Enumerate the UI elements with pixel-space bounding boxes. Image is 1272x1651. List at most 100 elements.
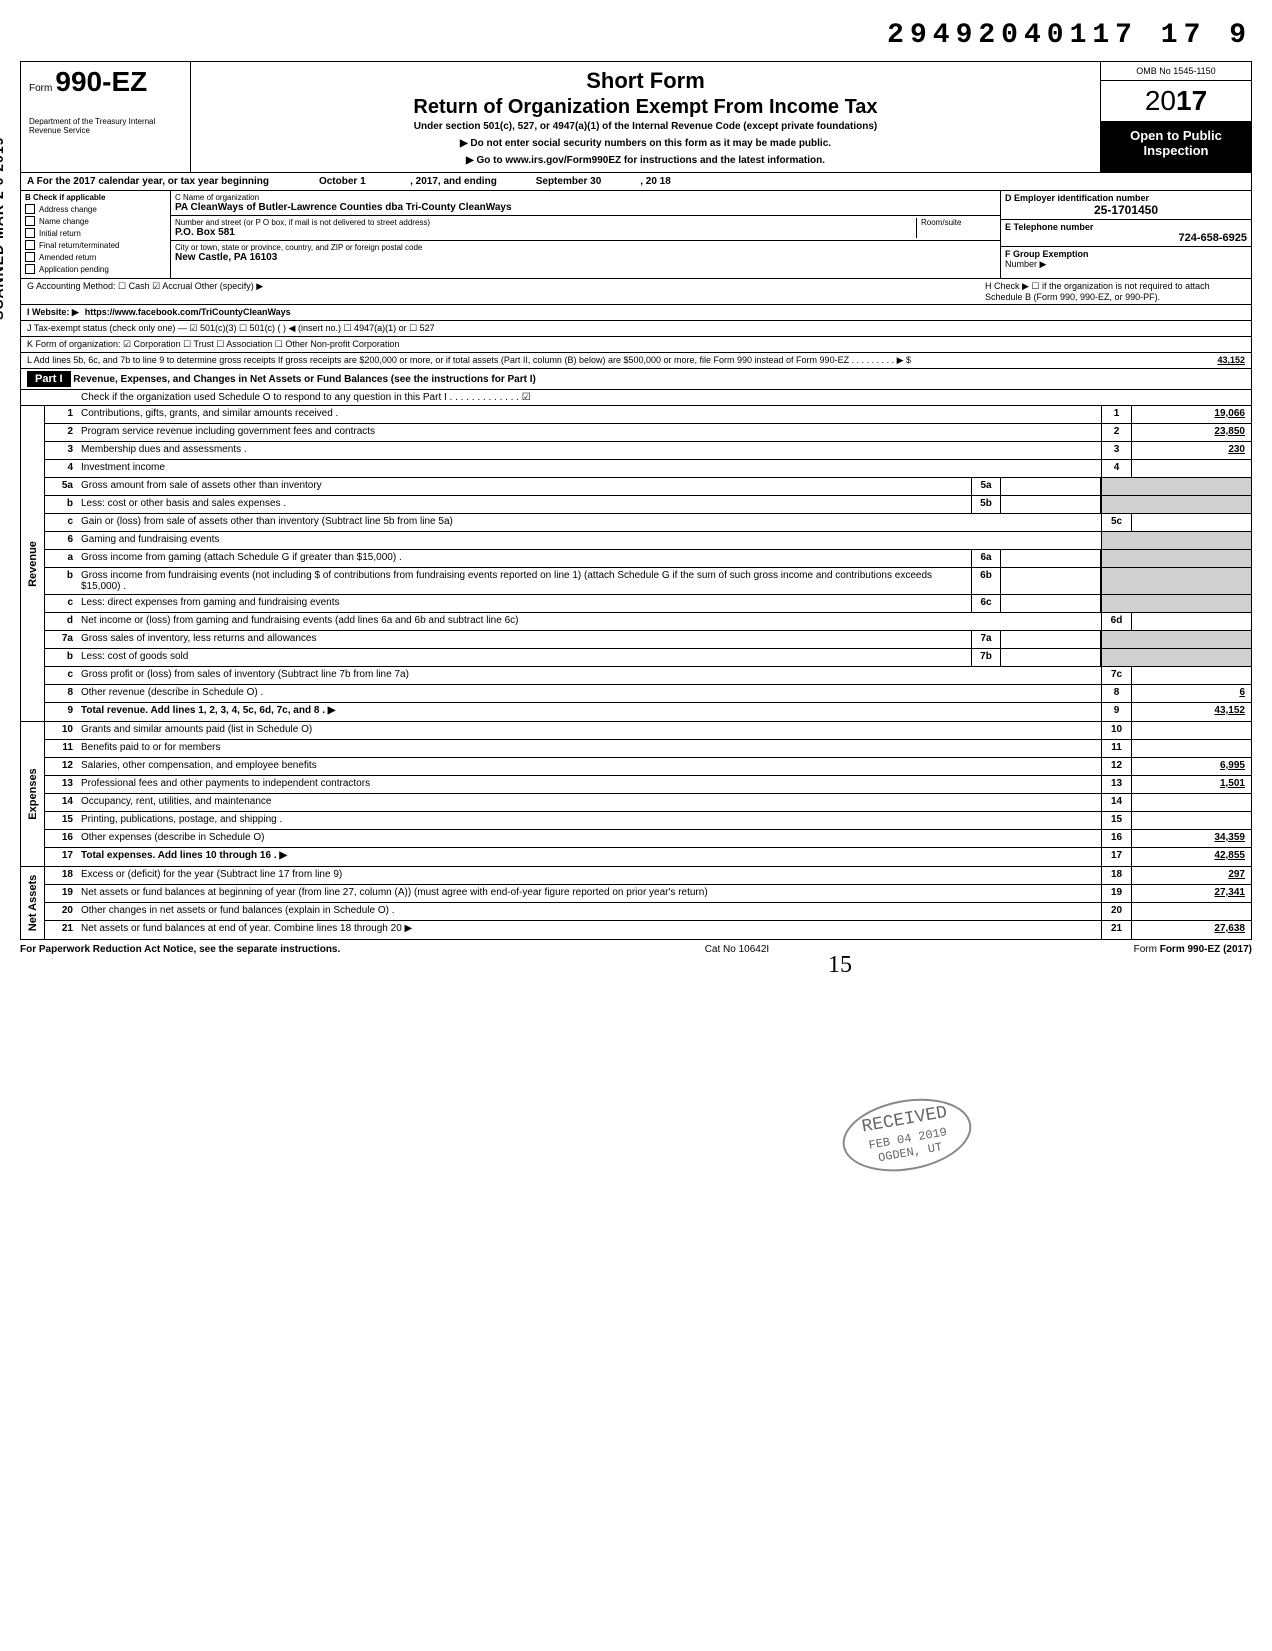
line-desc: Net assets or fund balances at beginning… [77,885,1101,902]
cb-name[interactable]: Name change [25,216,166,226]
line-num: 21 [45,921,77,939]
cb-final[interactable]: Final return/terminated [25,240,166,250]
revenue-label-text: Revenue [27,541,39,587]
phone-label: E Telephone number [1005,222,1247,232]
line-num: b [45,649,77,666]
line-value [1131,613,1251,630]
main-title: Return of Organization Exempt From Incom… [197,96,1094,119]
line-num: b [45,568,77,594]
form-number: 990-EZ [55,66,147,97]
line-desc: Gross income from gaming (attach Schedul… [77,550,971,567]
cb-pending[interactable]: Application pending [25,264,166,274]
footer-mid: Cat No 10642I [705,944,770,955]
org-name-value: PA CleanWays of Butler-Lawrence Counties… [175,202,996,213]
inner-box-val [1001,568,1101,594]
line-box-num: 15 [1101,812,1131,829]
line-row: 1Contributions, gifts, grants, and simil… [45,406,1251,424]
line-desc: Total revenue. Add lines 1, 2, 3, 4, 5c,… [77,703,1101,721]
org-name-label: C Name of organization [175,193,996,202]
line-value [1131,812,1251,829]
addr-value: P.O. Box 581 [175,227,916,238]
handwritten-page: 15 [828,952,852,979]
ein-value: 25-1701450 [1005,203,1247,217]
row-k: K Form of organization: ☑ Corporation ☐ … [21,337,1251,353]
row-a-begin: October 1 [319,176,366,187]
inner-box-val [1001,478,1101,495]
line-desc: Contributions, gifts, grants, and simila… [77,406,1101,423]
line-num: b [45,496,77,513]
line-num: 6 [45,532,77,549]
expenses-table: Expenses 10Grants and similar amounts pa… [20,722,1252,867]
received-stamp: RECEIVED FEB 04 2019 OGDEN, UT [836,1089,977,1181]
row-i: I Website: ▶ https://www.facebook.com/Tr… [21,305,1251,321]
shaded-gap [1101,550,1251,567]
line-value: 6 [1131,685,1251,702]
netassets-label: Net Assets [21,867,45,939]
shaded-gap [1101,478,1251,495]
line-num: c [45,514,77,531]
row-g-text: G Accounting Method: ☐ Cash ☑ Accrual Ot… [27,281,985,302]
instruction-2: ▶ Go to www.irs.gov/Form990EZ for instru… [197,155,1094,166]
phone-value: 724-658-6925 [1005,232,1247,244]
line-num: 20 [45,903,77,920]
line-row: 20Other changes in net assets or fund ba… [45,903,1251,921]
row-i-value: https://www.facebook.com/TriCountyCleanW… [85,307,291,318]
revenue-lines: 1Contributions, gifts, grants, and simil… [45,406,1251,721]
part1-check: Check if the organization used Schedule … [20,390,1252,406]
row-l: L Add lines 5b, 6c, and 7b to line 9 to … [21,353,1251,368]
revenue-label: Revenue [21,406,45,721]
line-row: 15Printing, publications, postage, and s… [45,812,1251,830]
instruction-1: ▶ Do not enter social security numbers o… [197,138,1094,149]
col-b-label: B Check if applicable [25,193,166,202]
line-row: 18Excess or (deficit) for the year (Subt… [45,867,1251,885]
line-box-num: 2 [1101,424,1131,441]
short-form-title: Short Form [197,68,1094,94]
line-num: 11 [45,740,77,757]
line-box-num: 16 [1101,830,1131,847]
line-desc: Gain or (loss) from sale of assets other… [77,514,1101,531]
inner-box-num: 6b [971,568,1001,594]
group-label2: Number ▶ [1005,259,1247,270]
line-desc: Gross profit or (loss) from sales of inv… [77,667,1101,684]
inner-box-val [1001,649,1101,666]
cb-amended[interactable]: Amended return [25,252,166,262]
inspection: Inspection [1103,143,1249,158]
tax-year: 2017 [1101,81,1251,122]
line-row: 7aGross sales of inventory, less returns… [45,631,1251,649]
line-num: 15 [45,812,77,829]
line-desc: Less: direct expenses from gaming and fu… [77,595,971,612]
line-row: cGross profit or (loss) from sales of in… [45,667,1251,685]
shaded-gap [1101,532,1251,549]
row-a-yr: , 20 18 [640,176,671,187]
line-num: d [45,613,77,630]
line-desc: Investment income [77,460,1101,477]
line-row: 8Other revenue (describe in Schedule O) … [45,685,1251,703]
city-row: City or town, state or province, country… [171,241,1000,265]
cb-initial[interactable]: Initial return [25,228,166,238]
line-value [1131,794,1251,811]
line-row: 17Total expenses. Add lines 10 through 1… [45,848,1251,866]
line-num: a [45,550,77,567]
phone-row: E Telephone number 724-658-6925 [1001,220,1251,247]
line-row: bLess: cost or other basis and sales exp… [45,496,1251,514]
line-value [1131,740,1251,757]
cb-address[interactable]: Address change [25,204,166,214]
suite-label: Room/suite [921,218,996,227]
form-page: SCANNED MAR 2 0 2019 29492040117 17 9 Fo… [20,20,1252,959]
shaded-gap [1101,568,1251,594]
subtitle: Under section 501(c), 527, or 4947(a)(1)… [197,121,1094,132]
line-box-num: 6d [1101,613,1131,630]
line-box-num: 13 [1101,776,1131,793]
line-num: 7a [45,631,77,648]
line-num: 8 [45,685,77,702]
addr-row: Number and street (or P O box, if mail i… [171,216,1000,241]
col-c: C Name of organization PA CleanWays of B… [171,191,1001,278]
line-desc: Total expenses. Add lines 10 through 16 … [77,848,1101,866]
line-value: 23,850 [1131,424,1251,441]
line-desc: Membership dues and assessments . [77,442,1101,459]
line-value: 1,501 [1131,776,1251,793]
title-cell: Short Form Return of Organization Exempt… [191,62,1101,172]
line-desc: Printing, publications, postage, and shi… [77,812,1101,829]
netassets-table: Net Assets 18Excess or (deficit) for the… [20,867,1252,940]
line-row: 16Other expenses (describe in Schedule O… [45,830,1251,848]
